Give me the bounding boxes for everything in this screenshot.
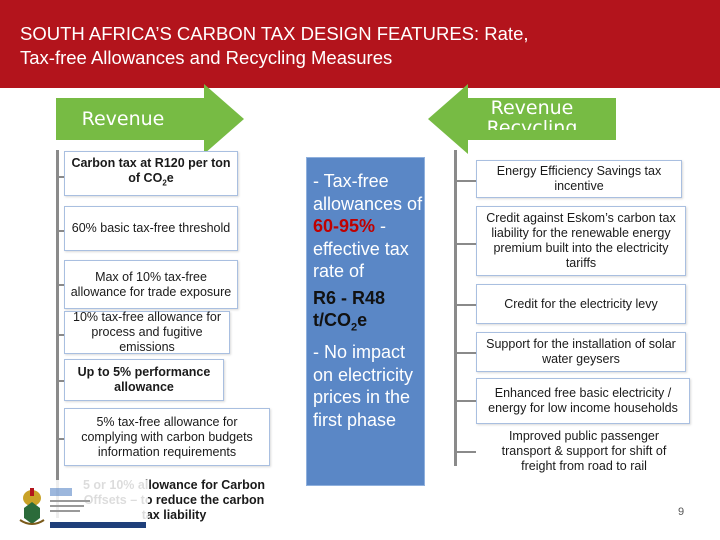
- slide-title: SOUTH AFRICA’S CARBON TAX DESIGN FEATURE…: [20, 22, 700, 70]
- title-line-1: SOUTH AFRICA’S CARBON TAX DESIGN FEATURE…: [20, 23, 529, 44]
- right-item-energy-efficiency: Energy Efficiency Savings tax incentive: [476, 160, 682, 198]
- left-item-process-emissions: 10% tax-free allowance for process and f…: [64, 310, 230, 354]
- right-connector-line: [454, 150, 457, 466]
- right-tick: [456, 304, 476, 306]
- left-item-performance-allowance: Up to 5% performance allowance: [64, 359, 224, 401]
- left-tick: [56, 176, 65, 178]
- center-paragraph-allowances: - Tax-free allowances of 60-95% - effect…: [313, 171, 423, 281]
- left-item-carbon-budgets: 5% tax-free allowance for complying with…: [64, 408, 270, 466]
- left-tick: [56, 380, 65, 382]
- center-panel: [306, 157, 425, 486]
- left-item-trade-exposure: Max of 10% tax-free allowance for trade …: [64, 260, 238, 309]
- revenue-arrow: [56, 84, 244, 154]
- right-item-solar-geysers: Support for the installation of solar wa…: [476, 332, 686, 372]
- left-item-carbon-tax-rate: Carbon tax at R120 per ton of CO2e: [64, 151, 238, 196]
- center-paragraph-no-impact: - No impact on electricity prices in the…: [313, 342, 414, 430]
- right-tick: [456, 243, 476, 245]
- recycling-label-line-1: Revenue: [490, 98, 574, 119]
- right-tick: [456, 180, 476, 182]
- right-tick: [456, 400, 476, 402]
- left-tick: [56, 334, 65, 336]
- left-tick: [56, 438, 65, 440]
- revenue-arrow-label: Revenue: [81, 108, 165, 130]
- recycling-label-line-2: Recycling: [486, 117, 578, 130]
- left-tick: [56, 284, 65, 286]
- right-item-public-transport: Improved public passenger transport & su…: [501, 428, 667, 473]
- left-item-basic-threshold: 60% basic tax-free threshold: [64, 206, 238, 251]
- right-item-electricity-levy: Credit for the electricity levy: [476, 284, 686, 324]
- page-number: 9: [678, 506, 685, 518]
- right-item-eskom-credit: Credit against Eskom’s carbon tax liabil…: [476, 206, 686, 276]
- title-line-2: Tax-free Allowances and Recycling Measur…: [20, 47, 393, 68]
- center-highlight-range: 60-95%: [313, 216, 376, 236]
- national-treasury-logo: [18, 480, 148, 530]
- left-tick: [56, 230, 65, 232]
- center-text: - Tax-free allowances of 60-95% - effect…: [313, 170, 423, 431]
- title-bar: [0, 0, 720, 88]
- revenue-recycling-arrow-label: Revenue Recycling: [472, 98, 592, 130]
- right-tick: [456, 352, 476, 354]
- revenue-recycling-arrow: [428, 84, 616, 154]
- right-tick: [456, 451, 476, 453]
- coat-of-arms-icon: [19, 488, 45, 525]
- right-item-free-basic-electricity: Enhanced free basic electricity / energy…: [476, 378, 690, 424]
- center-effective-rate: R6 - R48 t/CO2e: [313, 287, 386, 334]
